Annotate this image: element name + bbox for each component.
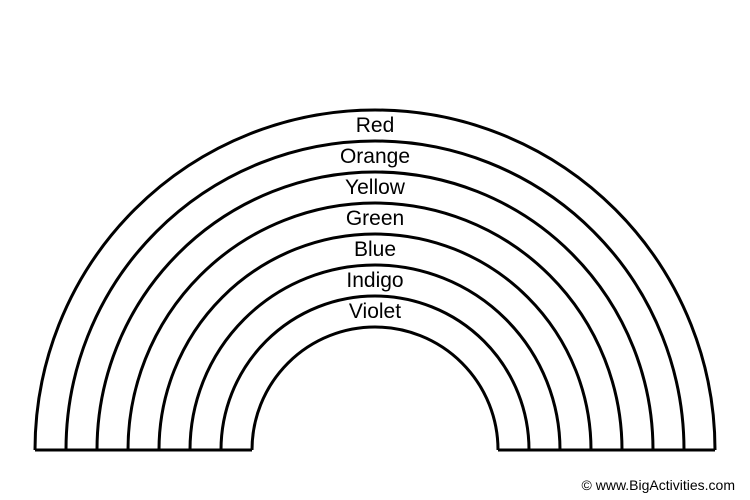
band-label-yellow: Yellow [345,176,406,199]
arc-7 [252,327,498,450]
rainbow-diagram: Red Orange Yellow Green Blue Indigo Violet © w… [0,0,750,500]
arc-5 [190,265,560,450]
band-label-green: Green [346,207,404,230]
band-label-red: Red [356,114,395,137]
rainbow-labels: Red Orange Yellow Green Blue Indigo Violet [340,114,410,323]
band-label-orange: Orange [340,145,410,168]
band-label-blue: Blue [354,238,396,261]
band-label-indigo: Indigo [346,269,403,292]
band-label-violet: Violet [349,300,401,323]
credit-text: © www.BigActivities.com [582,477,735,493]
